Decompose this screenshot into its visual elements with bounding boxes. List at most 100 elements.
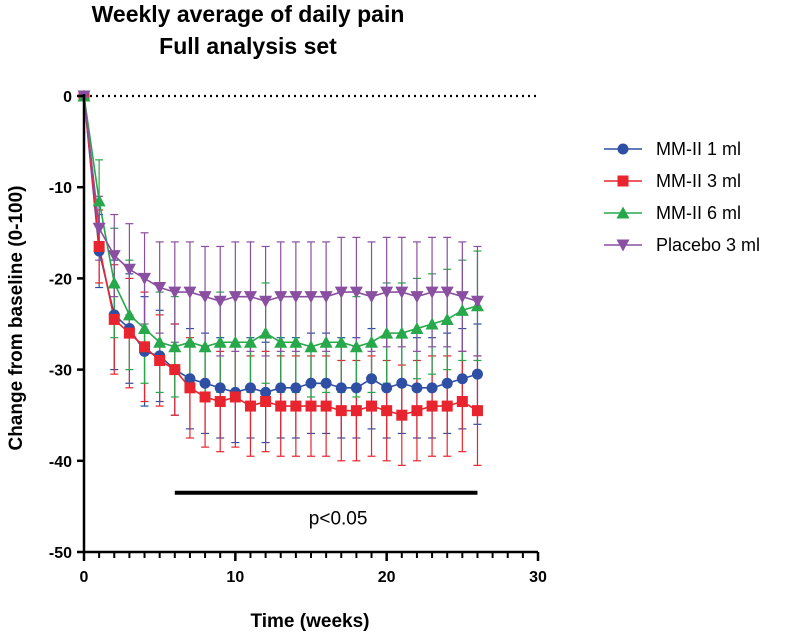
data-point	[455, 291, 469, 304]
data-point	[305, 377, 317, 389]
y-tick-label: -50	[49, 545, 72, 562]
data-point	[410, 291, 424, 304]
legend-label: Placebo 3 ml	[656, 235, 760, 255]
y-tick-label: -40	[49, 454, 72, 471]
data-point	[214, 396, 226, 408]
y-tick-label: 0	[63, 89, 72, 106]
error-bars-series-2	[95, 209, 482, 466]
data-point	[123, 327, 135, 339]
data-point	[305, 400, 317, 412]
data-point	[411, 382, 423, 394]
data-point	[259, 295, 273, 308]
data-point	[319, 291, 333, 304]
data-point	[184, 382, 196, 394]
data-point	[304, 291, 318, 304]
data-point	[289, 335, 303, 348]
data-point	[410, 322, 424, 335]
data-point	[92, 222, 106, 235]
data-point	[349, 286, 363, 299]
data-point	[168, 340, 182, 353]
data-point	[471, 368, 483, 380]
data-point	[122, 308, 136, 321]
data-point	[289, 291, 303, 304]
data-point	[380, 286, 394, 299]
data-point	[320, 377, 332, 389]
data-point	[243, 291, 257, 304]
data-point	[319, 335, 333, 348]
legend-marker	[617, 143, 629, 155]
data-point	[441, 377, 453, 389]
data-point	[228, 291, 242, 304]
x-tick-label: 30	[529, 569, 547, 586]
data-point	[366, 373, 378, 385]
legend: MM-II 1 ml MM-II 3 ml MM-II 6 ml Placebo 3 …	[604, 139, 760, 255]
axes: 0 -10 -20 -30 -40 -50 0 10 20 30	[49, 89, 547, 586]
data-point	[290, 382, 302, 394]
data-point	[198, 291, 212, 304]
significance-label: p<0.05	[309, 509, 368, 530]
data-point	[334, 335, 348, 348]
data-point	[426, 382, 438, 394]
data-point	[440, 286, 454, 299]
data-point	[335, 405, 347, 417]
data-point	[168, 286, 182, 299]
data-point	[138, 272, 152, 285]
legend-marker	[617, 175, 629, 187]
data-point	[108, 313, 120, 325]
data-point	[198, 340, 212, 353]
markers-series-4	[77, 90, 484, 308]
chart-title-line-1: Weekly average of daily pain	[92, 1, 405, 27]
data-point	[411, 405, 423, 417]
data-point	[92, 194, 106, 207]
data-point	[138, 322, 152, 335]
data-point	[396, 409, 408, 421]
data-point	[275, 382, 287, 394]
data-point	[365, 291, 379, 304]
data-point	[139, 341, 151, 353]
plot-area: p<0.05	[77, 89, 538, 530]
data-point	[426, 400, 438, 412]
legend-entry-2: MM-II 3 ml	[604, 171, 741, 191]
y-tick-label: -30	[49, 363, 72, 380]
data-point	[470, 295, 484, 308]
data-point	[395, 286, 409, 299]
chart-title-line-2: Full analysis set	[159, 33, 337, 59]
data-point	[107, 250, 121, 263]
data-point	[334, 286, 348, 299]
data-point	[455, 303, 469, 316]
data-point	[183, 335, 197, 348]
data-point	[199, 391, 211, 403]
y-tick-label: -20	[49, 271, 72, 288]
data-point	[153, 282, 167, 295]
data-point	[259, 326, 273, 339]
data-point	[350, 382, 362, 394]
data-point	[396, 377, 408, 389]
x-axis-title: Time (weeks)	[251, 611, 370, 632]
data-point	[260, 386, 272, 398]
data-point	[395, 326, 409, 339]
legend-label: MM-II 3 ml	[656, 171, 741, 191]
data-point	[320, 400, 332, 412]
data-point	[381, 382, 393, 394]
data-point	[122, 263, 136, 276]
x-tick-label: 20	[378, 569, 396, 586]
error-bars-series-4	[95, 195, 482, 357]
legend-label: MM-II 6 ml	[656, 203, 741, 223]
x-tick-label: 10	[226, 569, 244, 586]
data-point	[456, 396, 468, 408]
data-point	[183, 286, 197, 299]
legend-entry-4: Placebo 3 ml	[604, 235, 760, 255]
data-point	[425, 317, 439, 330]
data-point	[380, 326, 394, 339]
data-point	[349, 340, 363, 353]
legend-entry-1: MM-II 1 ml	[604, 139, 741, 159]
data-point	[456, 373, 468, 385]
data-point	[243, 335, 257, 348]
legend-marker	[616, 206, 630, 219]
data-point	[425, 286, 439, 299]
data-point	[274, 291, 288, 304]
data-point	[228, 335, 242, 348]
data-point	[184, 373, 196, 385]
data-point	[214, 382, 226, 394]
